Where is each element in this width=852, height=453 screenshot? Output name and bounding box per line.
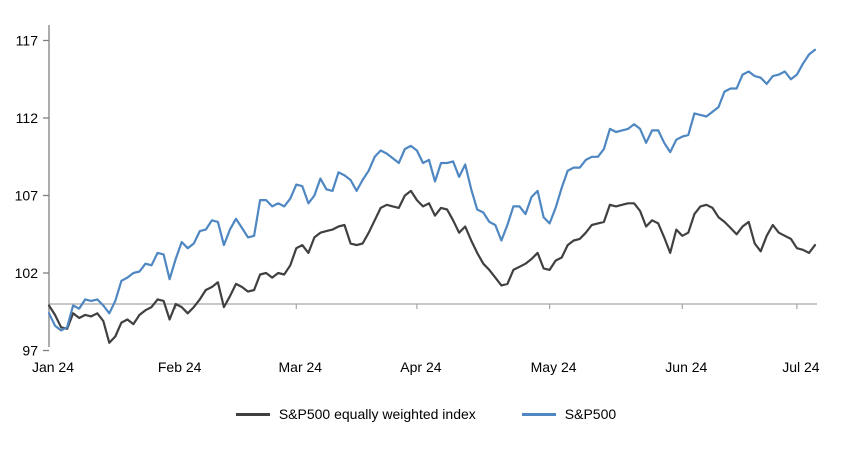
line-chart-canvas: Jan 24 Feb 24 Mar 24 Apr 24 May 24 Jun 24 Jul … [15,25,820,375]
chart-legend: S&P500 equally weighted index S&P500 [0,406,852,422]
sp500-line-swatch [521,412,556,416]
x-axis-label: Feb 24 [158,359,202,375]
sp500-line [47,48,817,332]
y-axis-label: 112 [16,110,39,126]
x-axis-label: May 24 [531,359,577,375]
y-axis-label: 107 [15,188,39,204]
legend-label-sp500: S&P500 [564,406,617,422]
x-axis-label: Mar 24 [279,359,323,375]
x-axis-label: Jun 24 [665,359,707,375]
x-axis-label: Jul 24 [782,359,820,375]
y-axis-label: 117 [16,33,39,49]
x-axis-label: Jan 24 [32,359,74,375]
legend-item-sp500: S&P500 [521,406,617,422]
y-axis-label: 102 [15,265,39,281]
equal-weight-line-swatch [235,412,270,416]
x-axis-label: Apr 24 [400,359,441,375]
y-axis-label: 97 [22,343,38,359]
equal-weight-line [47,189,817,344]
legend-label-equal-weight: S&P500 equally weighted index [278,406,476,422]
legend-item-equal-weight: S&P500 equally weighted index [235,406,476,422]
